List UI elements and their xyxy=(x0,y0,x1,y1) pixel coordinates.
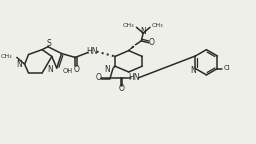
Text: HN: HN xyxy=(129,73,140,82)
Text: CH₃: CH₃ xyxy=(123,23,134,28)
Text: S: S xyxy=(47,39,51,48)
Text: HN: HN xyxy=(86,47,98,56)
Text: Cl: Cl xyxy=(224,65,230,71)
Text: CH₃: CH₃ xyxy=(152,23,164,28)
Text: O: O xyxy=(95,73,101,82)
Text: N: N xyxy=(16,60,22,69)
Text: N: N xyxy=(104,65,110,74)
Text: N: N xyxy=(47,65,53,74)
Text: N: N xyxy=(140,27,146,36)
Text: N: N xyxy=(191,66,196,75)
Text: OH: OH xyxy=(62,68,72,74)
Text: O: O xyxy=(149,38,155,47)
Text: O: O xyxy=(73,65,79,74)
Text: O: O xyxy=(119,84,125,93)
Text: CH₃: CH₃ xyxy=(0,54,12,59)
